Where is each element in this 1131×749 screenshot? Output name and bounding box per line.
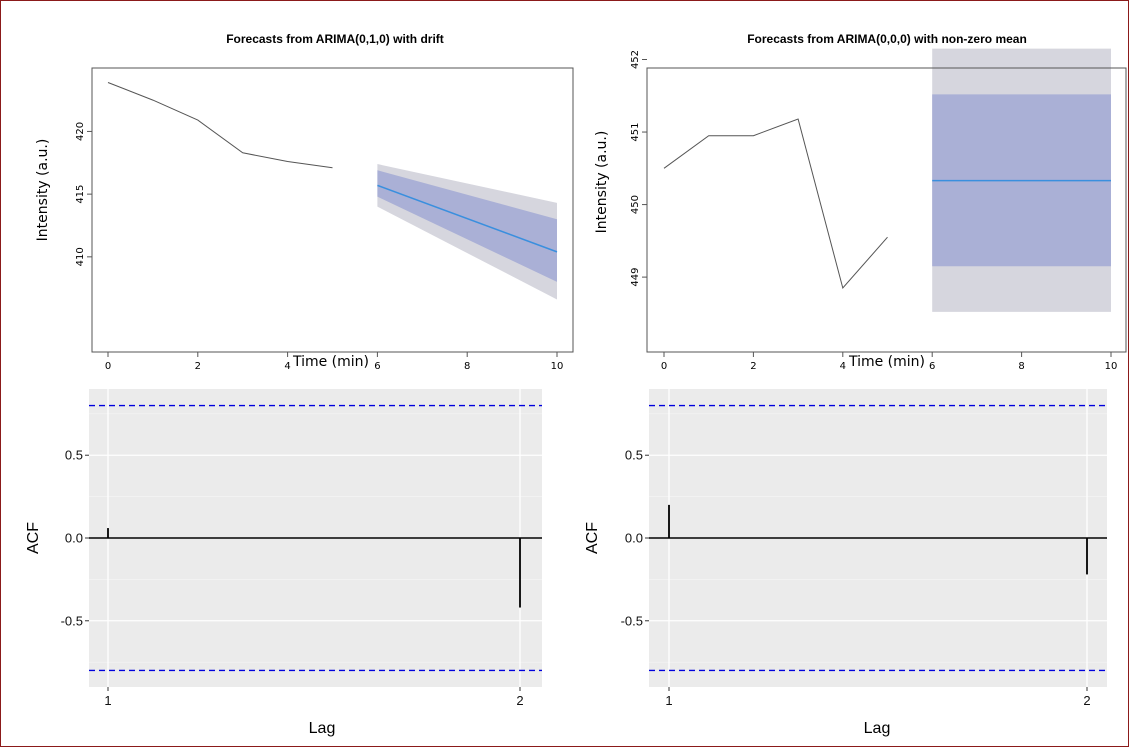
y-axis-label: ACF	[25, 522, 42, 554]
x-tick-label: 8	[464, 361, 470, 372]
x-tick-label: 1	[665, 693, 672, 708]
panel-title: Forecasts from ARIMA(0,1,0) with drift	[226, 32, 444, 46]
y-tick-label: 452	[630, 50, 641, 69]
plot-area: 0 2 4 6 8 10 410 415 420	[75, 67, 574, 372]
x-tick-label: 4	[284, 361, 290, 372]
forecast-panel-mean: Forecasts from ARIMA(0,0,0) with non-zer…	[594, 32, 1127, 372]
y-axis-label: ACF	[584, 522, 601, 554]
y-axis-label: Intensity (a.u.)	[35, 139, 51, 242]
x-tick-label: 6	[929, 361, 935, 372]
x-tick-label: 2	[1083, 693, 1090, 708]
plot-area: 0.5 0.0 -0.5 1 2	[61, 389, 542, 708]
plot-area: 0.5 0.0 -0.5 1 2	[621, 389, 1107, 708]
ci80-band	[377, 170, 557, 282]
y-tick-label: 450	[630, 195, 641, 214]
y-tick-label: 415	[75, 185, 86, 204]
y-tick-label: -0.5	[621, 613, 643, 628]
forecast-panel-drift: Forecasts from ARIMA(0,1,0) with drift 0…	[35, 32, 574, 372]
y-tick-label: -0.5	[61, 613, 83, 628]
y-tick-label: 410	[75, 247, 86, 266]
plot-frame	[91, 67, 574, 353]
y-axis-label: Intensity (a.u.)	[594, 131, 610, 234]
x-tick-label: 1	[104, 693, 111, 708]
x-axis-label: Time (min)	[292, 354, 369, 370]
x-tick-label: 4	[840, 361, 846, 372]
x-axis-label: Lag	[309, 720, 336, 737]
x-axis-label: Lag	[864, 720, 891, 737]
forecast-mean-line	[377, 184, 558, 253]
y-tick-label: 0.5	[625, 448, 643, 463]
y-tick-label: 0.0	[65, 531, 83, 546]
y-tick-label: 420	[75, 122, 86, 141]
x-tick-label: 10	[551, 361, 564, 372]
x-tick-label: 8	[1018, 361, 1024, 372]
x-tick-label: 0	[105, 361, 111, 372]
y-tick-label: 0.5	[65, 448, 83, 463]
plot-frame	[646, 67, 1127, 353]
x-tick-label: 2	[195, 361, 201, 372]
x-tick-label: 2	[516, 693, 523, 708]
observed-series-line	[107, 82, 333, 169]
x-tick-label: 2	[750, 361, 756, 372]
y-tick-label: 451	[630, 122, 641, 141]
y-tick-label: 0.0	[625, 531, 643, 546]
plot-area: 0 2 4 6 8 10 449 450 451 452	[630, 48, 1127, 372]
x-tick-label: 0	[661, 361, 667, 372]
x-tick-label: 6	[374, 361, 380, 372]
x-axis-label: Time (min)	[848, 354, 925, 370]
acf-panel-drift: 0.5 0.0 -0.5 1 2 Lag ACF	[25, 389, 542, 737]
x-tick-label: 10	[1105, 361, 1118, 372]
y-tick-label: 449	[630, 268, 641, 287]
panel-title: Forecasts from ARIMA(0,0,0) with non-zer…	[747, 32, 1027, 46]
observed-series-line	[663, 118, 888, 290]
acf-panel-mean: 0.5 0.0 -0.5 1 2 Lag ACF	[584, 389, 1107, 737]
